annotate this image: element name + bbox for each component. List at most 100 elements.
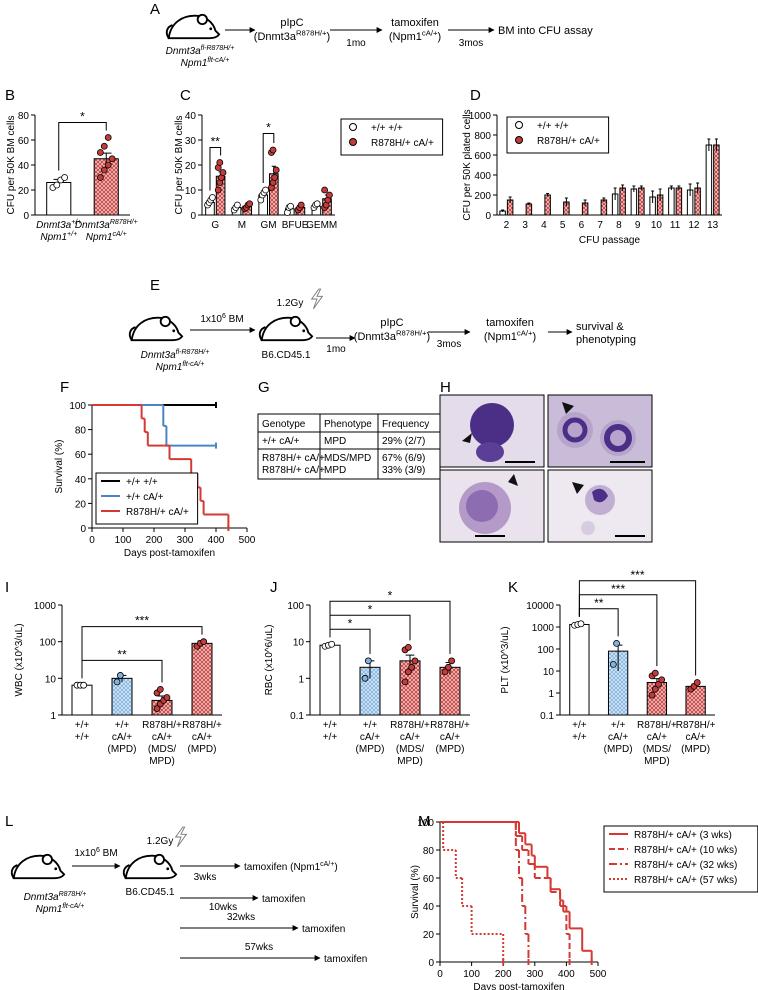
legend-label: +/+ +/+ <box>537 121 569 132</box>
y-tick-label: 60 <box>18 136 30 147</box>
table-cell: 29% (2/7) <box>382 436 425 447</box>
x-tick-label: 5 <box>560 220 566 231</box>
x-tick-label: (MPD) <box>436 744 465 755</box>
significance-label: * <box>80 110 85 124</box>
data-point <box>401 678 409 686</box>
cell <box>466 490 498 522</box>
cell <box>562 417 588 443</box>
cell <box>581 521 595 535</box>
legend-swatch <box>349 123 357 131</box>
panel-label: L <box>5 813 13 830</box>
significance-label: * <box>266 121 271 135</box>
legend-label: R878H/+ cA/+ <box>537 136 600 147</box>
data-point <box>648 691 656 699</box>
x-tick-label: (MDS/ <box>396 744 425 755</box>
data-point <box>272 166 280 174</box>
significance-label: *** <box>135 614 149 628</box>
x-tick-label: R878H/+ <box>390 720 430 731</box>
x-tick-label: cA/+ <box>112 732 132 743</box>
y-tick-label: 80 <box>423 846 435 857</box>
donor-mouse <box>128 315 184 342</box>
x-tick-label: R878H/+ <box>430 720 470 731</box>
x-tick-label: cA/+ <box>440 732 460 743</box>
table-cell: +/+ cA/+ <box>262 436 300 447</box>
text-part: Npm1 <box>156 362 183 373</box>
data-point <box>361 674 369 682</box>
x-tick-label: +/+ <box>323 732 338 743</box>
x-tick-label: (MPD) <box>108 744 137 755</box>
table-cell: 33% (3/9) <box>382 465 425 476</box>
x-tick-label: +/+ <box>115 720 130 731</box>
micrographs <box>439 394 653 543</box>
y-tick-label: 80 <box>75 426 87 437</box>
y-tick-label: 200 <box>474 191 491 202</box>
superscript: fl-R878H/+ <box>176 349 210 356</box>
table-cell: 67% (6/9) <box>382 453 425 464</box>
y-tick-label: 40 <box>18 161 30 172</box>
x-tick-label: 8 <box>616 220 622 231</box>
data-point <box>113 678 121 686</box>
y-tick-label: 20 <box>75 499 87 510</box>
x-tick-label: 300 <box>177 535 194 546</box>
interval: 32wks <box>227 912 255 923</box>
x-tick-label: R878H/+ <box>142 720 182 731</box>
significance-bracket <box>578 580 697 676</box>
data-point <box>448 657 456 665</box>
cells: 1x106 BM <box>74 847 117 859</box>
interval: 57wks <box>245 942 273 953</box>
legend-swatch <box>349 138 357 146</box>
genotype: Dnmt3afl-R878H/+ <box>141 349 210 361</box>
bar <box>638 187 645 216</box>
cell <box>604 424 632 452</box>
text-part: ) <box>334 862 337 873</box>
bar <box>191 642 213 716</box>
y-axis-label: CFU per 50K BM cells <box>6 116 17 215</box>
y-tick-label: 20 <box>185 161 197 172</box>
text-part: ) <box>437 31 441 43</box>
x-tick-label: 7 <box>597 220 603 231</box>
text-part: tamoxifen (Npm1 <box>244 862 321 873</box>
significance-bracket <box>209 147 222 191</box>
panel-label: D <box>470 87 481 104</box>
superscript: cA/+ <box>517 329 533 338</box>
significance-label: *** <box>611 582 625 596</box>
recipient: B6.CD45.1 <box>126 887 175 898</box>
table-cell: R878H/+ cA/+ <box>262 453 325 464</box>
genotype: Npm1flt-cA/+ <box>156 361 205 373</box>
x-tick-label: (MDS/ <box>148 744 177 755</box>
interval: 3mos <box>437 339 461 350</box>
text-part: 1x10 <box>74 848 96 859</box>
bar <box>630 188 638 216</box>
x-tick-label: (MPD) <box>188 744 217 755</box>
data-point <box>153 705 161 712</box>
x-tick-label: 500 <box>590 969 607 980</box>
irradiation-icon <box>311 288 323 310</box>
text-part: Dnmt3a <box>24 892 59 903</box>
data-point <box>116 672 124 679</box>
x-tick-label: +/+ <box>363 720 378 731</box>
x-tick-label: 13 <box>707 220 719 231</box>
x-tick-label: 100 <box>115 535 132 546</box>
x-tick-label: 200 <box>495 969 512 980</box>
data-point <box>651 685 659 693</box>
interval: 3mos <box>459 38 483 49</box>
y-tick-label: 0 <box>428 958 434 969</box>
x-tick-label: 3 <box>522 220 528 231</box>
x-axis-label: Days post-tamoxifen <box>473 982 564 990</box>
x-tick-label: 200 <box>146 535 163 546</box>
panel-label: F <box>60 379 69 396</box>
data-point <box>61 174 69 181</box>
table-frame <box>257 413 441 480</box>
x-tick-label: BFUE <box>282 220 309 231</box>
y-tick-label: 1000 <box>34 601 57 612</box>
data-point <box>693 679 701 686</box>
x-tick-label: (MPD) <box>681 744 710 755</box>
data-point <box>364 657 372 665</box>
x-tick-label: (MPD) <box>356 744 385 755</box>
bar <box>675 187 683 216</box>
data-point <box>328 640 336 648</box>
cell <box>476 442 504 462</box>
x-tick-label: M <box>238 220 246 231</box>
